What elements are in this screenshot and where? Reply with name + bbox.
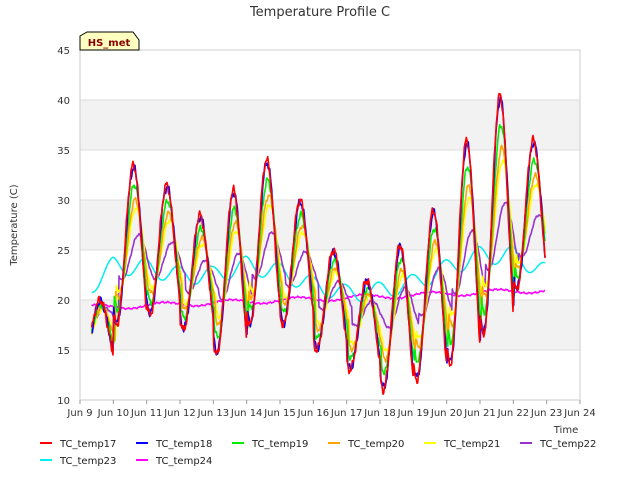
series-line-TC_temp21 [90,159,546,353]
y-tick-label: 45 [57,46,70,57]
hs-met-badge: HS_met [79,31,140,51]
x-axis-label: Time [553,425,578,436]
y-tick-label: 40 [57,96,70,107]
y-tick-label: 25 [57,246,70,257]
x-tick-label: Jun 20 [430,408,463,419]
legend-label: TC_temp21 [443,439,500,450]
y-axis-label: Temperature (C) [9,184,20,266]
x-tick-label: Jun 9 [66,408,92,419]
x-tick-label: Jun 18 [363,408,396,419]
x-tick-label: Jun 16 [297,408,330,419]
legend-label: TC_temp18 [155,439,212,450]
x-tick-label: Jun 17 [330,408,363,419]
y-tick-label: 30 [57,196,70,207]
legend-label: TC_temp17 [59,439,116,450]
y-tick-label: 15 [57,346,70,357]
legend-label: TC_temp23 [59,456,116,467]
x-tick-label: Jun 22 [497,408,530,419]
badge-label: HS_met [88,38,131,49]
series-line-TC_temp19 [90,124,546,376]
legend-label: TC_temp24 [155,456,212,467]
legend: TC_temp17 TC_temp18 TC_temp19 TC_temp20 TC_t… [40,439,596,467]
x-tick-label: Jun 24 [563,408,596,419]
y-ticks: 10 15 20 25 30 35 40 45 [57,46,70,407]
x-tick-label: Jun 12 [163,408,196,419]
legend-label: TC_temp22 [539,439,596,450]
y-tick-label: 10 [57,396,70,407]
axes [79,49,581,401]
x-tick-label: Jun 21 [463,408,496,419]
series-lines [90,92,546,395]
x-tick-label: Jun 13 [197,408,230,419]
x-ticks: Jun 9 Jun 10 Jun 11 Jun 12 Jun 13 Jun 14 Jun 1… [66,400,596,419]
series-line-TC_temp17 [90,92,546,395]
plot-background [80,50,580,400]
series-line-TC_temp20 [90,144,546,363]
x-tick-label: Jun 11 [130,408,163,419]
x-tick-label: Jun 14 [230,408,263,419]
x-tick-label: Jun 19 [397,408,430,419]
y-tick-label: 20 [57,296,70,307]
y-tick-label: 35 [57,146,70,157]
legend-label: TC_temp19 [251,439,308,450]
chart-title: Temperature Profile C [249,5,390,20]
x-tick-label: Jun 10 [97,408,130,419]
legend-label: TC_temp20 [347,439,404,450]
series-line-TC_temp22 [91,201,546,329]
x-tick-label: Jun 23 [530,408,563,419]
x-tick-label: Jun 15 [263,408,296,419]
